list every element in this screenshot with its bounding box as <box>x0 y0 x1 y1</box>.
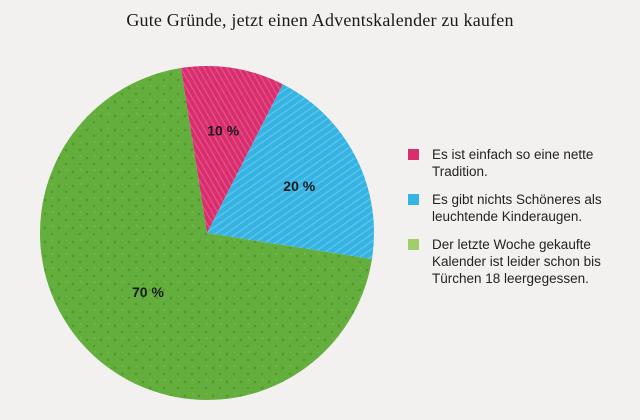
slice-label-kinderaugen: 20 % <box>283 178 315 194</box>
slice-label-tradition: 10 % <box>207 123 239 139</box>
legend-label-tradition: Es ist einfach so eine nette Tradition. <box>432 147 594 179</box>
legend-item-tradition: Es ist einfach so eine nette Tradition. <box>408 146 638 180</box>
legend-label-leergegessen: Der letzte Woche gekaufte Kalender ist l… <box>432 237 601 286</box>
legend: Es ist einfach so eine nette Tradition. … <box>408 146 638 298</box>
legend-swatch-leergegessen <box>408 239 419 250</box>
pie-slice-leergegessen <box>40 68 372 401</box>
legend-label-kinderaugen: Es gibt nichts Schöneres als leuchtende … <box>432 192 602 224</box>
pie-slice-kinderaugen <box>207 84 374 260</box>
legend-swatch-tradition <box>408 149 419 160</box>
legend-swatch-kinderaugen <box>408 194 419 205</box>
legend-item-kinderaugen: Es gibt nichts Schöneres als leuchtende … <box>408 191 638 225</box>
pie-slice-tradition <box>180 66 283 233</box>
slice-label-leergegessen: 70 % <box>132 284 164 300</box>
chart-title: Gute Gründe, jetzt einen Adventskalender… <box>126 10 514 30</box>
legend-item-leergegessen: Der letzte Woche gekaufte Kalender ist l… <box>408 236 638 287</box>
